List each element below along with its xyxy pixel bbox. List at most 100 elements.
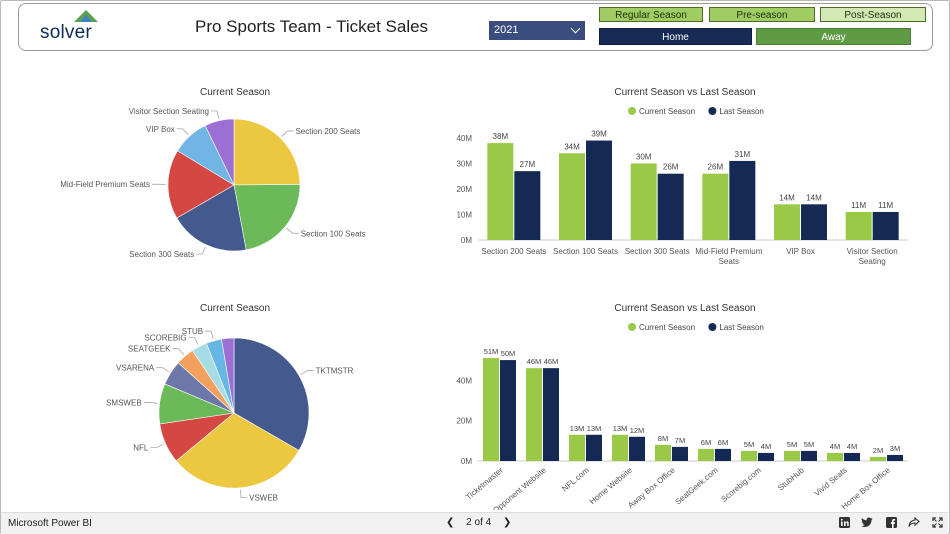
bar-current-season-vivid-seats[interactable] bbox=[827, 452, 843, 461]
bar-current-season-home-box-office[interactable] bbox=[870, 456, 886, 461]
data-label: 14M bbox=[806, 193, 822, 202]
pie-label: Section 100 Seats bbox=[301, 229, 366, 238]
pie-slice-section-200-seats[interactable] bbox=[233, 118, 301, 186]
pie-label: STUB bbox=[182, 327, 203, 336]
bar-last-season-vip-box[interactable] bbox=[801, 204, 827, 240]
away-button[interactable]: Away bbox=[756, 28, 911, 45]
bar-last-season-section-200-seats[interactable] bbox=[514, 171, 541, 240]
logo-text: solver bbox=[40, 22, 92, 43]
bar-last-season-away-box-office[interactable] bbox=[672, 446, 688, 461]
bar-current-season-visitor-section-seating[interactable] bbox=[845, 211, 872, 240]
bar-last-season-scorebig-com[interactable] bbox=[758, 452, 774, 461]
bar-last-season-mid-field-premium-seats[interactable] bbox=[729, 160, 756, 240]
year-value: 2021 bbox=[494, 24, 519, 36]
data-label: 5M bbox=[787, 440, 797, 449]
bar-current-season-opponent-website[interactable] bbox=[526, 368, 542, 461]
bar-current-season-home-website[interactable] bbox=[612, 434, 628, 461]
bar-current-season-section-300-seats[interactable] bbox=[630, 163, 657, 241]
data-label: 51M bbox=[484, 347, 499, 356]
legend-label: Last Season bbox=[719, 107, 763, 116]
bar-current-season-stubhub[interactable] bbox=[784, 450, 800, 461]
pie-leader-line bbox=[143, 401, 158, 404]
prev-page-icon[interactable]: ❮ bbox=[446, 517, 455, 528]
data-label: 4M bbox=[830, 442, 840, 451]
bar-last-season-nfl-com[interactable] bbox=[586, 434, 602, 461]
pie-slice-mid-field-premium-seats[interactable] bbox=[167, 150, 235, 219]
share-icon[interactable] bbox=[908, 516, 920, 529]
bar-last-season-home-website[interactable] bbox=[629, 436, 645, 461]
pie-slice-section-300-seats[interactable] bbox=[176, 184, 247, 252]
pie-label: VIP Box bbox=[146, 125, 175, 134]
x-tick-label: Scorebig.com bbox=[720, 465, 764, 504]
data-label: 34M bbox=[564, 142, 580, 151]
bar-chart-vendors[interactable]: Current Season Last Season 0M 20M 40M 51M 50M T… bbox=[430, 318, 930, 510]
bar-last-season-stubhub[interactable] bbox=[801, 450, 817, 461]
pie-chart-seats[interactable]: Section 200 Seats Section 100 Seats Sectio… bbox=[0, 100, 460, 280]
regular-season-button[interactable]: Regular Season bbox=[599, 7, 703, 22]
data-label: 14M bbox=[779, 193, 795, 202]
bar-last-season-home-box-office[interactable] bbox=[887, 454, 903, 461]
pie-leader-line bbox=[172, 348, 184, 355]
pie-label: NFL bbox=[133, 444, 149, 453]
pie-leader-line bbox=[300, 370, 314, 375]
expand-icon[interactable] bbox=[931, 517, 943, 529]
x-tick-label: Section 100 Seats bbox=[553, 247, 618, 256]
bar-current-season-scorebig-com[interactable] bbox=[741, 450, 757, 461]
bar-last-season-vivid-seats[interactable] bbox=[844, 452, 860, 461]
data-label: 38M bbox=[493, 132, 509, 141]
data-label: 13M bbox=[570, 424, 585, 433]
pie2-title: Current Season bbox=[199, 303, 271, 314]
legend-marker-last-season bbox=[708, 107, 717, 115]
legend-label: Current Season bbox=[639, 107, 695, 116]
bar-current-season-section-200-seats[interactable] bbox=[487, 143, 514, 240]
preseason-button[interactable]: Pre-season bbox=[709, 7, 815, 22]
pie-slice-tktmstr[interactable] bbox=[233, 337, 310, 451]
bar-current-season-mid-field-premium-seats[interactable] bbox=[702, 173, 729, 240]
pie-slice-slice-8[interactable] bbox=[221, 337, 235, 414]
bar-last-season-section-300-seats[interactable] bbox=[657, 173, 684, 240]
pie-slice-vsweb[interactable] bbox=[175, 412, 300, 489]
pie-leader-line bbox=[210, 110, 220, 119]
pie-leader-line bbox=[176, 128, 189, 135]
bar-last-season-visitor-section-seating[interactable] bbox=[872, 211, 899, 240]
bar-current-season-nfl-com[interactable] bbox=[569, 434, 585, 461]
data-label: 46M bbox=[544, 357, 559, 366]
pie-chart-vendors[interactable]: TKTMSTR VSWEB NFL SMSWEB VSARENA SEATGEEK SCOR… bbox=[0, 318, 460, 508]
bar-current-season-vip-box[interactable] bbox=[774, 204, 800, 240]
bar-chart-seats[interactable]: Current Season Last Season 0M 10M 20M 30M 40M 3… bbox=[430, 100, 930, 280]
year-dropdown[interactable]: 2021 bbox=[489, 21, 585, 40]
solver-logo: solver bbox=[40, 10, 110, 44]
bar-last-season-opponent-website[interactable] bbox=[543, 368, 559, 461]
bar-current-season-away-box-office[interactable] bbox=[655, 444, 671, 461]
bar-last-season-section-100-seats[interactable] bbox=[586, 140, 612, 240]
pie-label: SMSWEB bbox=[106, 398, 142, 407]
x-tick-label: Ticketmaster bbox=[464, 465, 505, 501]
pie-slice-visitor-section-seating[interactable] bbox=[204, 118, 235, 186]
data-label: 2M bbox=[873, 446, 883, 455]
data-label: 50M bbox=[501, 349, 516, 358]
bar-current-season-ticketmaster[interactable] bbox=[483, 358, 499, 461]
y-tick-label: 30M bbox=[456, 160, 472, 169]
data-label: 13M bbox=[613, 424, 628, 433]
x-tick-label: Seats bbox=[719, 257, 739, 266]
data-label: 3M bbox=[890, 444, 900, 453]
bar-last-season-seatgeek-com[interactable] bbox=[715, 448, 731, 461]
bar-last-season-ticketmaster[interactable] bbox=[500, 360, 516, 461]
next-page-icon[interactable]: ❯ bbox=[502, 517, 512, 528]
twitter-icon[interactable] bbox=[861, 517, 873, 529]
x-tick-label: Seating bbox=[859, 257, 886, 266]
logo-mark-icon bbox=[74, 10, 98, 22]
pie-label: Section 200 Seats bbox=[295, 127, 360, 136]
pie-leader-line bbox=[205, 330, 214, 339]
bar-current-season-section-100-seats[interactable] bbox=[559, 153, 585, 240]
pie1-title: Current Season bbox=[199, 87, 271, 98]
pie-label: VSWEB bbox=[249, 494, 278, 503]
pie-slice-section-100-seats[interactable] bbox=[233, 184, 301, 251]
postseason-button[interactable]: Post-Season bbox=[820, 7, 926, 22]
linkedin-icon[interactable] bbox=[838, 517, 850, 529]
legend-marker-current-season bbox=[628, 107, 636, 115]
facebook-icon[interactable] bbox=[885, 517, 897, 529]
home-button[interactable]: Home bbox=[599, 28, 752, 45]
pie-leader-line bbox=[156, 367, 170, 373]
bar-current-season-seatgeek-com[interactable] bbox=[698, 448, 714, 461]
